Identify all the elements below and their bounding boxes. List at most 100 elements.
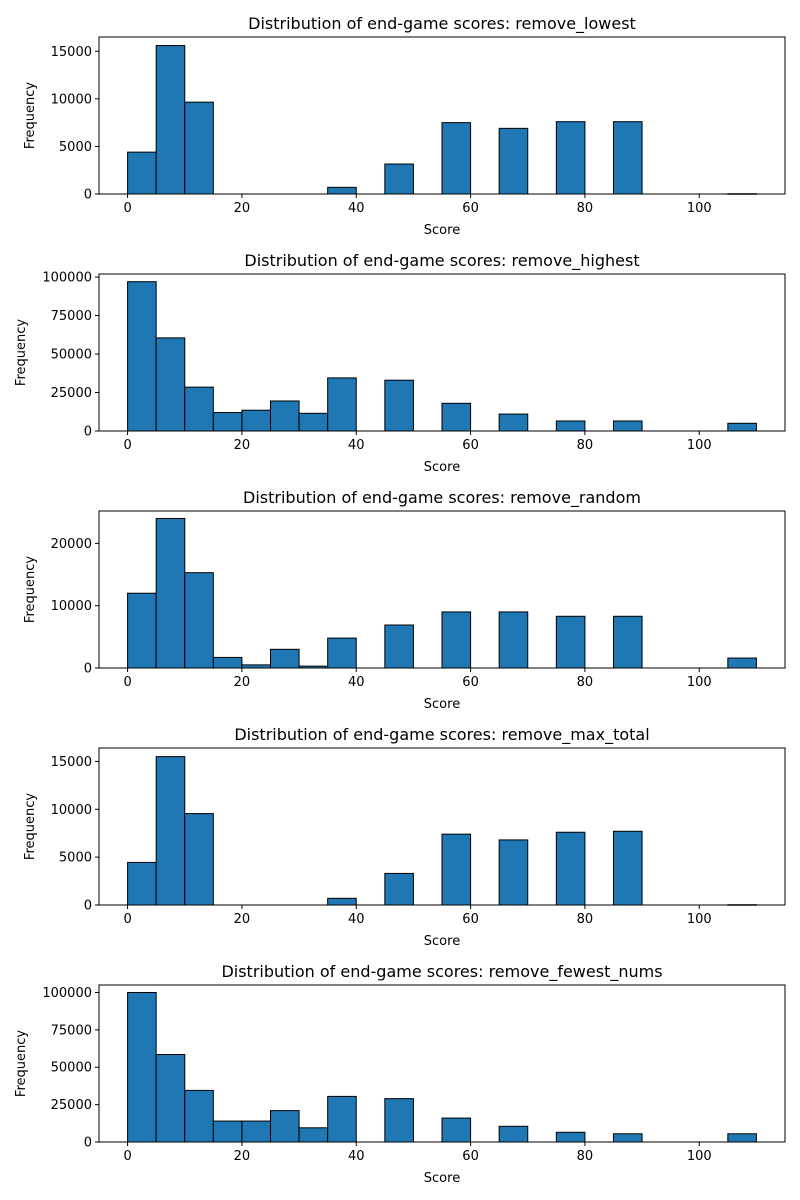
histogram-bar: [184, 1089, 214, 1143]
histogram-bar: [384, 624, 414, 669]
histogram-bar: [327, 377, 357, 432]
histogram-bar: [384, 1098, 414, 1143]
y-tick-label: 0: [84, 662, 92, 677]
histogram-bar: [212, 412, 243, 432]
x-tick-label: 20: [234, 1149, 251, 1164]
x-tick-label: 40: [348, 1149, 365, 1164]
x-tick-label: 100: [687, 438, 712, 453]
y-tick-label: 100000: [42, 986, 92, 1001]
axes-frame: [98, 984, 786, 1143]
histogram-bar: [498, 127, 529, 195]
histogram-bar: [555, 831, 586, 906]
y-axis-label: Frequency: [23, 82, 38, 149]
x-axis-label: Score: [424, 460, 460, 475]
x-tick-label: 40: [348, 438, 365, 453]
axes-frame: [98, 747, 786, 906]
x-tick-label: 60: [462, 1149, 479, 1164]
y-tick-label: 5000: [59, 851, 92, 866]
histogram-bar: [212, 656, 243, 669]
x-tick-label: 0: [123, 201, 131, 216]
x-tick-label: 40: [348, 912, 365, 927]
histogram-bar: [498, 413, 529, 432]
x-tick-label: 60: [462, 201, 479, 216]
histogram-bar: [155, 517, 186, 669]
x-tick-label: 40: [348, 201, 365, 216]
y-tick-label: 50000: [51, 348, 92, 363]
histogram-panel-2: 0 20 40 60 80 100 0 25000 50000 75000 100000 Distri…: [14, 251, 786, 475]
histogram-bar: [327, 637, 357, 669]
histogram-bar: [184, 572, 214, 669]
histogram-bar: [241, 1120, 272, 1143]
y-tick-label: 15000: [51, 45, 92, 60]
histogram-bar: [155, 45, 186, 195]
histogram-bar: [441, 402, 472, 432]
histogram-bar: [555, 615, 586, 669]
y-tick-label: 0: [84, 188, 92, 203]
histogram-bar: [241, 409, 272, 432]
y-tick-label: 15000: [51, 755, 92, 770]
y-tick-label: 10000: [51, 599, 92, 614]
histogram-bar: [127, 592, 157, 669]
chart-title: Distribution of end-game scores: remove_…: [244, 251, 639, 271]
x-tick-label: 0: [123, 675, 131, 690]
histogram-bar: [127, 281, 157, 432]
histogram-bar: [727, 422, 757, 432]
histogram-bar: [270, 1110, 300, 1143]
x-tick-label: 0: [123, 438, 131, 453]
histogram-bar: [127, 151, 157, 195]
histogram-panel-3: 0 20 40 60 80 100 0 10000 20000 Distribution of e…: [23, 488, 786, 712]
y-tick-label: 75000: [51, 309, 92, 324]
x-axis-label: Score: [424, 1171, 460, 1186]
y-tick-label: 100000: [42, 271, 92, 286]
histogram-bar: [613, 420, 643, 432]
histogram-bar: [441, 611, 472, 669]
histogram-bar: [555, 1131, 586, 1143]
x-tick-label: 20: [234, 438, 251, 453]
x-tick-label: 0: [123, 1149, 131, 1164]
y-axis-label: Frequency: [23, 556, 38, 623]
histogram-bar: [384, 379, 414, 432]
histogram-bar: [384, 872, 414, 906]
y-tick-label: 0: [84, 425, 92, 440]
histogram-bar: [384, 163, 414, 195]
histogram-bar: [727, 1133, 757, 1143]
x-tick-label: 100: [687, 912, 712, 927]
histogram-bar: [184, 386, 214, 432]
histogram-bar: [613, 830, 643, 906]
x-tick-label: 80: [577, 675, 594, 690]
y-tick-label: 10000: [51, 803, 92, 818]
histogram-bar: [727, 657, 757, 669]
histogram-bar: [441, 833, 472, 906]
histogram-panel-5: 0 20 40 60 80 100 0 25000 50000 75000 100000 Distri…: [14, 962, 786, 1186]
x-tick-label: 80: [577, 438, 594, 453]
x-tick-label: 0: [123, 912, 131, 927]
x-tick-label: 60: [462, 912, 479, 927]
chart-title: Distribution of end-game scores: remove_…: [248, 14, 636, 34]
axes-frame: [98, 273, 786, 432]
histogram-panel-1: 0 20 40 60 80 100 0 5000 10000 15000 Distribution …: [23, 14, 786, 238]
histogram-bar: [212, 1120, 243, 1143]
chart-title: Distribution of end-game scores: remove_…: [221, 962, 662, 982]
x-tick-label: 100: [687, 201, 712, 216]
histogram-bar: [298, 412, 329, 432]
histogram-bar: [184, 101, 214, 195]
histogram-bar: [327, 897, 357, 906]
histogram-bar: [498, 611, 529, 669]
x-tick-label: 80: [577, 201, 594, 216]
histogram-bar: [555, 121, 586, 195]
x-tick-label: 20: [234, 912, 251, 927]
x-tick-label: 20: [234, 201, 251, 216]
chart-title: Distribution of end-game scores: remove_…: [243, 488, 641, 508]
x-axis-label: Score: [424, 223, 460, 238]
histogram-bar: [613, 121, 643, 195]
y-axis-label: Frequency: [14, 319, 29, 386]
histogram-bar: [155, 1054, 186, 1143]
histogram-bar: [327, 1095, 357, 1143]
histogram-bar: [498, 839, 529, 906]
histogram-bar: [298, 1127, 329, 1143]
y-tick-label: 5000: [59, 140, 92, 155]
x-tick-label: 100: [687, 675, 712, 690]
y-tick-label: 10000: [51, 92, 92, 107]
y-tick-label: 25000: [51, 386, 92, 401]
